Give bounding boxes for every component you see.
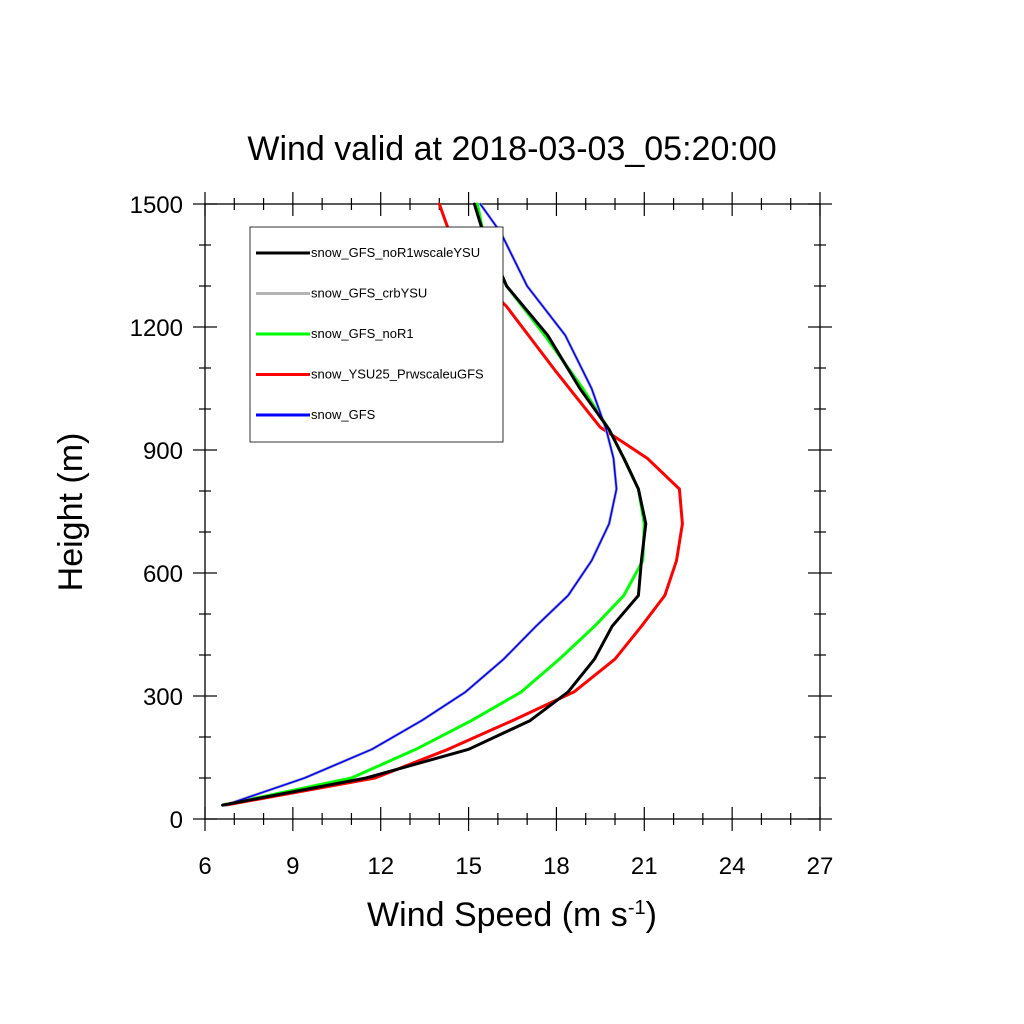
x-axis-title: Wind Speed (m s-1) xyxy=(367,896,657,934)
x-axis-title-close: ) xyxy=(646,896,657,934)
axis-ticks xyxy=(193,192,832,831)
plot-border xyxy=(204,203,821,820)
y-tick-label: 1200 xyxy=(130,315,183,342)
x-tick-label: 24 xyxy=(719,853,746,880)
chart-title: Wind valid at 2018-03-03_05:20:00 xyxy=(247,130,776,168)
y-tick-label: 600 xyxy=(143,561,183,588)
y-tick-label: 900 xyxy=(143,438,183,465)
axis-tick-labels: 6 9 12 15 18 21 24 27 0 300 600 900 1200 1500 xyxy=(130,192,834,880)
y-axis-title: Height (m) xyxy=(52,433,90,592)
x-axis-title-superscript: -1 xyxy=(628,897,646,919)
y-tick-label: 1500 xyxy=(130,192,183,219)
legend-label: snow_GFS_crbYSU xyxy=(311,286,427,301)
x-tick-label: 6 xyxy=(198,853,211,880)
plot-frame xyxy=(204,203,821,820)
legend: snow_GFS_noR1wscaleYSU snow_GFS_crbYSUsno… xyxy=(249,226,504,443)
x-tick-label: 18 xyxy=(543,853,570,880)
series-line-snow_GFS_noR1wscaleYSU xyxy=(221,202,648,807)
x-axis-title-main: Wind Speed (m s xyxy=(367,896,628,934)
legend-label: snow_YSU25_PrwscaleuGFS xyxy=(311,367,484,382)
x-tick-label: 21 xyxy=(631,853,658,880)
series-line-snow_GFS xyxy=(224,203,618,806)
y-tick-label: 0 xyxy=(170,807,183,834)
x-tick-label: 12 xyxy=(367,853,394,880)
x-tick-label: 15 xyxy=(455,853,482,880)
legend-label: snow_GFS xyxy=(311,407,376,422)
legend-label: snow_GFS_noR1wscaleYSU xyxy=(311,245,480,260)
x-tick-label: 27 xyxy=(807,853,834,880)
x-tick-label: 9 xyxy=(286,853,299,880)
y-tick-label: 300 xyxy=(143,684,183,711)
legend-label: snow_GFS_noR1 xyxy=(311,326,414,341)
